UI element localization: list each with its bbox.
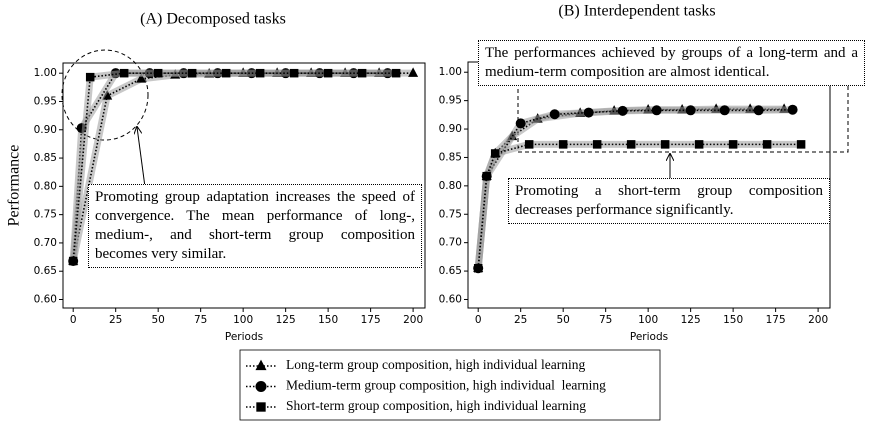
y-tick-label: 0.85 <box>439 151 462 163</box>
y-tick-label: 0.95 <box>34 95 57 107</box>
legend-label: Medium-term group composition, high indi… <box>286 378 606 393</box>
y-tick-label: 1.00 <box>439 66 462 78</box>
y-tick-label: 0.65 <box>439 265 462 277</box>
x-tick-label: 100 <box>233 314 253 326</box>
x-tick-label: 150 <box>318 314 338 326</box>
y-tick-label: 0.95 <box>439 95 462 107</box>
y-tick-label: 0.70 <box>439 237 462 249</box>
x-tick-label: 25 <box>514 314 527 326</box>
data-point <box>136 73 147 83</box>
data-point <box>728 140 738 149</box>
y-tick-label: 0.75 <box>439 208 462 220</box>
data-point <box>289 68 299 78</box>
data-point <box>660 140 670 149</box>
annotation: Promoting a short-term group composition… <box>508 178 830 224</box>
data-point <box>694 140 704 149</box>
series-line <box>477 108 793 269</box>
data-point <box>787 104 798 115</box>
x-tick-label: 100 <box>638 314 658 326</box>
data-point <box>558 140 568 149</box>
data-point <box>515 118 526 129</box>
x-tick-label: 150 <box>723 314 743 326</box>
data-point <box>685 105 696 116</box>
x-tick-label: 50 <box>151 314 164 326</box>
data-point <box>323 68 333 78</box>
data-point <box>119 68 129 78</box>
data-point <box>762 140 772 149</box>
y-tick-label: 0.90 <box>439 123 462 135</box>
x-tick-label: 175 <box>361 314 381 326</box>
x-tick-label: 50 <box>556 314 569 326</box>
data-point <box>482 171 491 181</box>
chart-title: (A) Decomposed tasks <box>140 11 286 28</box>
data-point <box>473 263 483 273</box>
data-point <box>592 140 602 149</box>
legend-box <box>239 349 661 421</box>
y-tick-label: 0.60 <box>439 293 462 305</box>
annotation: The performances achieved by groups of a… <box>478 40 865 86</box>
x-axis-label: Periods <box>630 331 668 343</box>
x-tick-label: 25 <box>109 314 122 326</box>
data-point <box>617 105 628 116</box>
x-tick-label: 0 <box>70 314 77 326</box>
x-tick-label: 175 <box>766 314 786 326</box>
chart-title: (B) Interdependent tasks <box>558 3 715 20</box>
data-point <box>753 105 764 116</box>
data-point <box>85 72 95 82</box>
y-tick-label: 0.80 <box>439 180 462 192</box>
legend-label: Short-term group composition, high indiv… <box>286 398 586 413</box>
x-axis-label: Periods <box>225 331 263 343</box>
x-tick-label: 0 <box>475 314 482 326</box>
data-point <box>651 105 662 116</box>
legend-marker <box>255 359 267 371</box>
legend-marker <box>255 381 267 392</box>
data-point <box>255 68 265 78</box>
x-tick-label: 200 <box>808 314 828 326</box>
y-tick-label: 0.70 <box>34 237 57 249</box>
x-tick-label: 125 <box>276 314 296 326</box>
data-point <box>153 68 163 78</box>
x-tick-label: 125 <box>681 314 701 326</box>
data-point <box>408 67 419 77</box>
annotation: Promoting group adaptation increases the… <box>88 184 422 268</box>
data-point <box>490 149 500 158</box>
highlight-circle <box>61 49 149 141</box>
y-tick-label: 0.60 <box>34 294 57 306</box>
y-tick-label: 0.75 <box>34 209 57 221</box>
series-line <box>72 72 397 262</box>
y-axis-label: Performance <box>6 145 23 227</box>
data-point <box>583 107 594 118</box>
data-point <box>391 68 401 78</box>
data-point <box>524 140 534 149</box>
y-tick-label: 1.00 <box>34 67 57 79</box>
plot-area <box>62 62 426 309</box>
y-tick-label: 0.80 <box>34 180 57 192</box>
x-tick-label: 200 <box>403 314 423 326</box>
data-point <box>796 140 806 149</box>
data-point <box>626 140 636 149</box>
data-point <box>221 68 231 78</box>
data-point <box>187 68 197 78</box>
x-tick-label: 75 <box>194 314 207 326</box>
data-point <box>719 105 730 116</box>
data-point <box>357 68 367 78</box>
legend-marker <box>256 402 266 412</box>
legend-label: Long-term group composition, high indivi… <box>286 357 585 372</box>
y-tick-label: 0.85 <box>34 152 57 164</box>
y-tick-label: 0.65 <box>34 265 57 277</box>
arrow <box>137 127 146 188</box>
x-tick-label: 75 <box>599 314 612 326</box>
y-tick-label: 0.90 <box>34 124 57 136</box>
data-point <box>549 109 560 120</box>
data-point <box>68 256 78 266</box>
